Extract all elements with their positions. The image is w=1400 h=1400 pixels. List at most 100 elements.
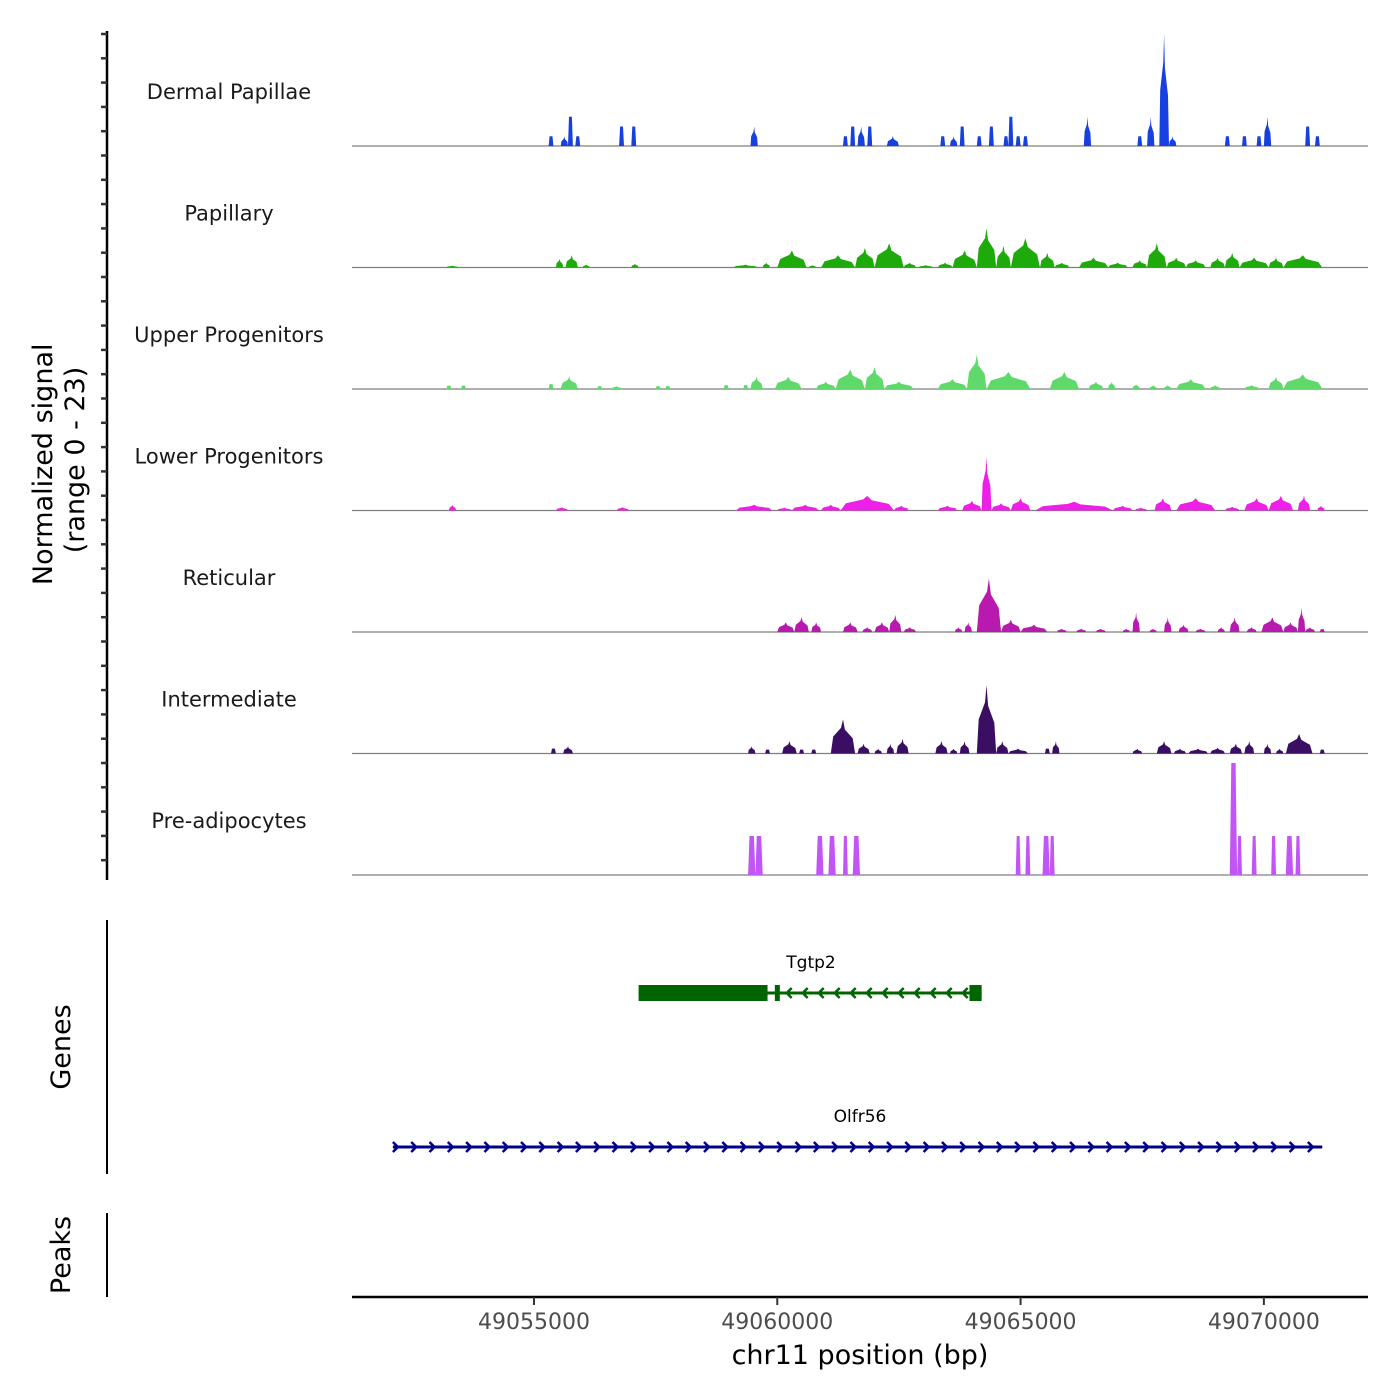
signal-peak [816, 381, 836, 389]
signal-y-axis-title: Normalized signal (range 0 - 23) [28, 335, 91, 585]
signal-peak [950, 748, 958, 754]
signal-peak [1210, 385, 1221, 389]
signal-peak [1276, 748, 1284, 754]
signal-peak [821, 255, 856, 268]
track-intermediate: Intermediate [161, 685, 1368, 755]
signal-peak [976, 685, 997, 754]
gene-label: Tgtp2 [785, 953, 835, 973]
signal-peak [828, 836, 836, 875]
signal-peak [1159, 34, 1169, 146]
genes-track-title: Genes [46, 1004, 77, 1089]
signal-peak [777, 250, 807, 268]
signal-peak [1173, 748, 1186, 754]
strand-chevron [912, 987, 921, 999]
signal-peak [1176, 498, 1216, 511]
strand-chevron [1288, 1141, 1297, 1153]
signal-peak [616, 507, 629, 511]
signal-peak [967, 354, 987, 389]
signal-peak [748, 836, 756, 875]
signal-peak [850, 126, 856, 146]
strand-chevron [794, 1141, 803, 1153]
track-label: Pre-adipocytes [151, 809, 306, 833]
strand-chevron [1105, 1141, 1114, 1153]
signal-peak [1305, 627, 1315, 632]
signal-peak [560, 376, 578, 389]
gene-olfr56: Olfr56 [392, 1107, 1323, 1153]
signal-peak [748, 746, 756, 754]
signal-peak [1217, 627, 1225, 632]
signal-peak [889, 615, 902, 632]
track-reticular: Reticular [183, 566, 1368, 633]
signal-peak [1285, 734, 1313, 754]
signal-peak [1210, 257, 1225, 268]
x-tick-label: 49060000 [721, 1310, 833, 1335]
signal-peak [597, 386, 603, 389]
strand-chevron [410, 1141, 418, 1153]
strand-chevron [721, 1141, 730, 1153]
signal-peak [1040, 252, 1055, 268]
signal-peak [867, 126, 873, 146]
signal-peak [1149, 385, 1157, 389]
signal-peak [560, 136, 568, 146]
signal-peak [750, 376, 763, 389]
signal-peak [1057, 628, 1067, 632]
signal-peak [1108, 262, 1128, 268]
signal-peak [551, 748, 556, 754]
signal-peak [1001, 619, 1021, 632]
y-title-line-1: Normalized signal [28, 344, 59, 586]
signal-peak [631, 263, 639, 268]
signal-peak [1210, 747, 1225, 754]
signal-peak [1035, 501, 1113, 511]
signal-peak [937, 505, 958, 511]
signal-peak [1229, 743, 1242, 754]
signal-peak [1049, 836, 1055, 875]
strand-chevron [556, 1141, 565, 1153]
gene-exon [774, 985, 780, 1001]
signal-peak [857, 743, 870, 754]
signal-peak [1122, 628, 1131, 632]
strand-chevron [575, 1141, 583, 1153]
signal-peak [1096, 628, 1106, 632]
gene-exon [969, 985, 982, 1001]
signal-peak [794, 617, 809, 632]
strand-chevron [800, 987, 809, 999]
signal-peak [1166, 257, 1186, 268]
signal-peak [1054, 262, 1070, 268]
signal-peak [1088, 381, 1104, 389]
signal-peak [1242, 136, 1247, 146]
signal-peak [821, 504, 841, 511]
signal-peak [1169, 136, 1177, 146]
strand-chevron [593, 1141, 601, 1153]
strand-chevron [1050, 1141, 1059, 1153]
signal-peak [777, 507, 792, 511]
signal-peak [935, 741, 948, 754]
genes-track: Tgtp2 Olfr56 [392, 953, 1323, 1153]
signal-peak [857, 126, 865, 146]
signal-peak [1147, 116, 1155, 146]
strand-chevron [666, 1141, 675, 1153]
signal-peak [765, 749, 770, 754]
signal-peak [940, 136, 946, 146]
track-label: Dermal Papillae [147, 80, 311, 104]
signal-peak [811, 749, 817, 754]
signal-peak [981, 456, 992, 511]
signal-peak [750, 126, 758, 146]
signal-peak [1132, 612, 1140, 632]
strand-chevron [960, 987, 969, 999]
signal-peak [1134, 507, 1148, 511]
signal-peak [988, 126, 994, 146]
signal-peak [1256, 136, 1262, 146]
signal-peak [1020, 624, 1048, 632]
signal-peak [840, 495, 895, 511]
track-label: Intermediate [161, 688, 297, 712]
signal-peak [991, 503, 1011, 511]
signal-peak [918, 265, 933, 268]
strand-chevron [1233, 1141, 1242, 1153]
signal-peak [1176, 379, 1206, 389]
signal-peak [575, 136, 581, 146]
signal-peak [952, 250, 977, 268]
signal-peak [1049, 372, 1079, 389]
signal-peak [1239, 257, 1269, 268]
strand-chevron [977, 1141, 986, 1153]
strand-chevron [465, 1141, 473, 1153]
